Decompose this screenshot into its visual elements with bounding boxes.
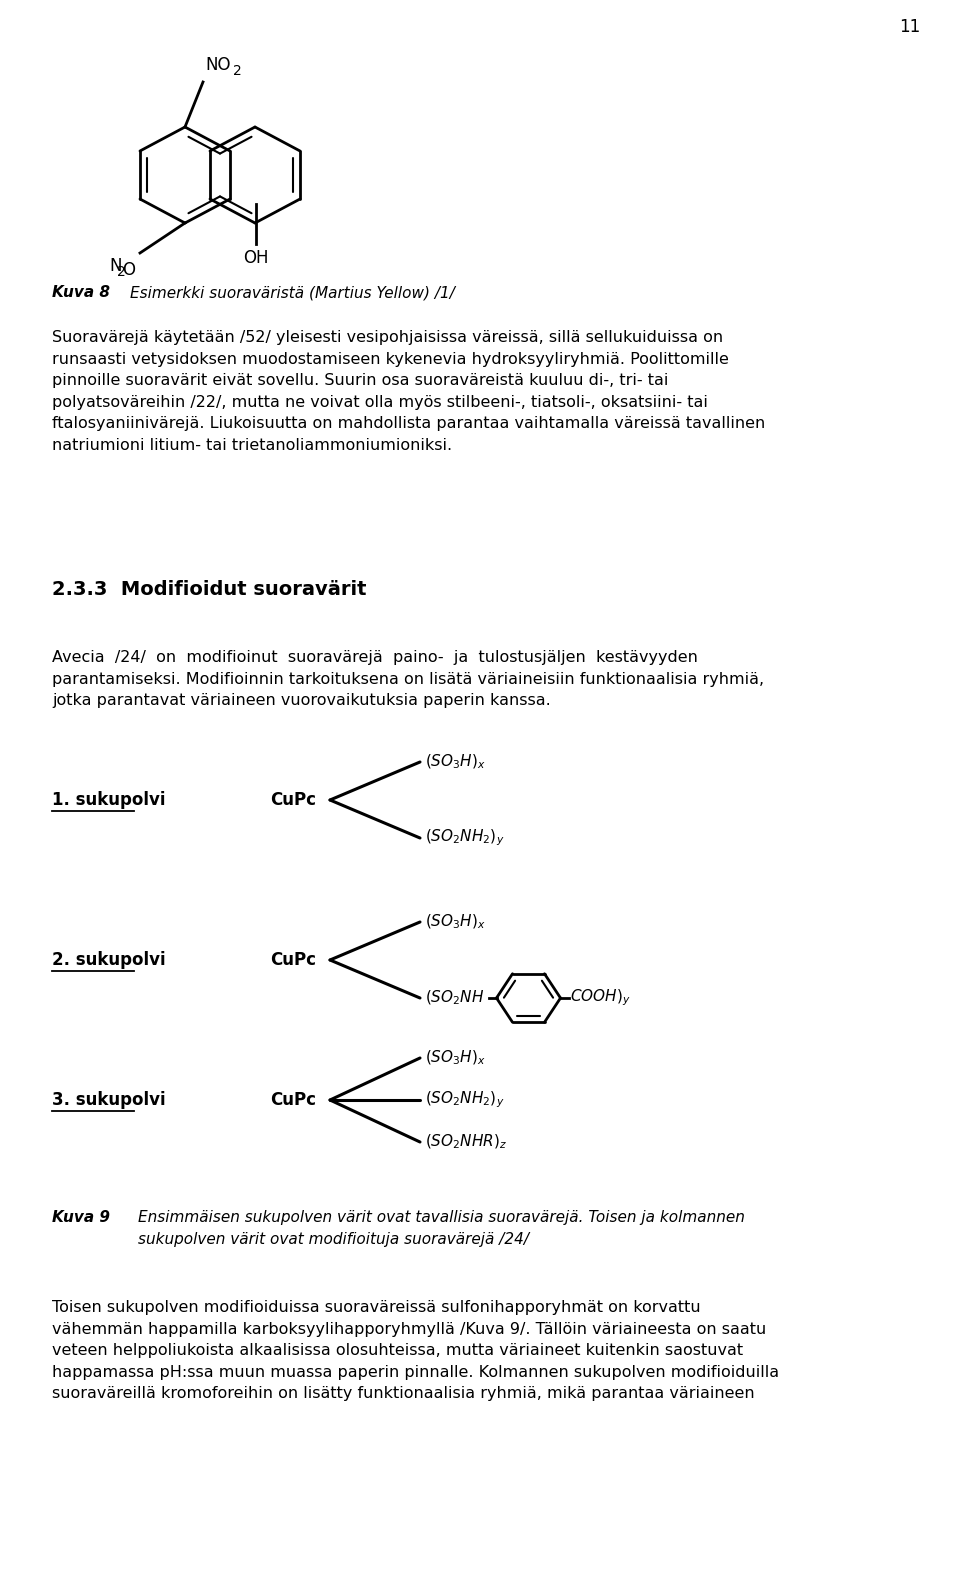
Text: Avecia  /24/  on  modifioinut  suoravärejä  paino-  ja  tulostusjäljen  kestävyy: Avecia /24/ on modifioinut suoravärejä p… xyxy=(52,650,764,709)
Text: 2. sukupolvi: 2. sukupolvi xyxy=(52,952,166,969)
Text: Kuva 9: Kuva 9 xyxy=(52,1210,110,1225)
Text: $(SO_3H)_x$: $(SO_3H)_x$ xyxy=(425,1049,486,1067)
Text: CuPc: CuPc xyxy=(270,1090,316,1109)
Text: $(SO_3H)_x$: $(SO_3H)_x$ xyxy=(425,753,486,772)
Text: O: O xyxy=(122,260,135,279)
Text: sukupolven värit ovat modifioituja suoravärejä /24/: sukupolven värit ovat modifioituja suora… xyxy=(138,1232,529,1247)
Text: $COOH)_y$: $COOH)_y$ xyxy=(570,988,631,1008)
Text: 2: 2 xyxy=(233,65,242,77)
Text: Ensimmäisen sukupolven värit ovat tavallisia suoravärejä. Toisen ja kolmannen: Ensimmäisen sukupolven värit ovat tavall… xyxy=(138,1210,745,1225)
Text: 11: 11 xyxy=(899,17,920,36)
Text: $(SO_3H)_x$: $(SO_3H)_x$ xyxy=(425,912,486,931)
Text: 2: 2 xyxy=(117,265,126,279)
Text: 3. sukupolvi: 3. sukupolvi xyxy=(52,1090,166,1109)
Text: N: N xyxy=(109,257,122,275)
Text: 2.3.3  Modifioidut suoravärit: 2.3.3 Modifioidut suoravärit xyxy=(52,581,367,600)
Text: NO: NO xyxy=(205,55,230,74)
Text: Suoravärejä käytetään /52/ yleisesti vesipohjaisissa väreissä, sillä sellukuidui: Suoravärejä käytetään /52/ yleisesti ves… xyxy=(52,330,765,453)
Text: CuPc: CuPc xyxy=(270,791,316,810)
Text: Toisen sukupolven modifioiduissa suoraväreissä sulfonihapporyhmät on korvattu
vä: Toisen sukupolven modifioiduissa suoravä… xyxy=(52,1300,780,1401)
Text: $(SO_2NH$: $(SO_2NH$ xyxy=(425,989,485,1007)
Text: CuPc: CuPc xyxy=(270,952,316,969)
Text: Esimerkki suoraväristä (Martius Yellow) /1/: Esimerkki suoraväristä (Martius Yellow) … xyxy=(130,286,455,300)
Text: Kuva 8: Kuva 8 xyxy=(52,286,110,300)
Text: $(SO_2NH_2)_y$: $(SO_2NH_2)_y$ xyxy=(425,828,505,849)
Text: OH: OH xyxy=(243,249,269,267)
Text: $(SO_2NH_2)_y$: $(SO_2NH_2)_y$ xyxy=(425,1090,505,1111)
Text: 1. sukupolvi: 1. sukupolvi xyxy=(52,791,165,810)
Text: $(SO_2NHR)_z$: $(SO_2NHR)_z$ xyxy=(425,1133,507,1152)
